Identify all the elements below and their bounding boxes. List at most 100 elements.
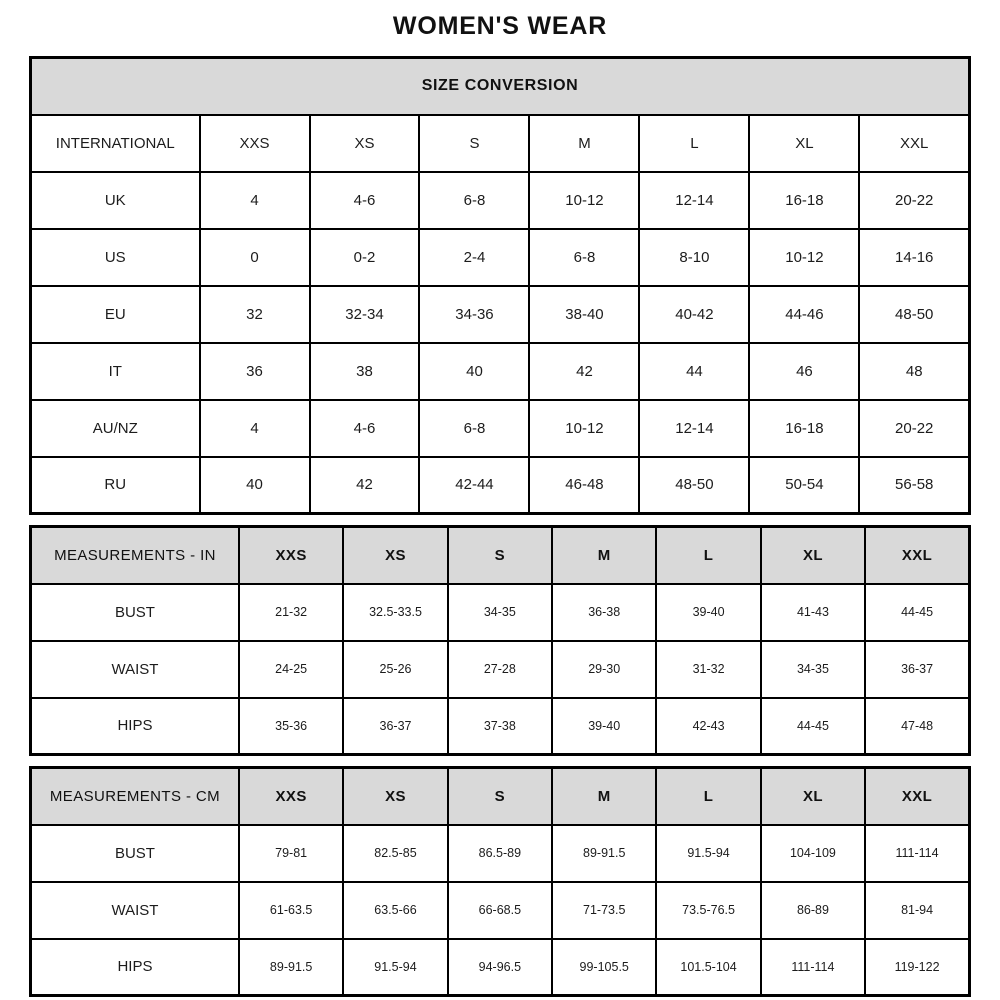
table-cell: 44-45 [864,582,971,642]
table-cell: 50-54 [748,455,861,515]
column-header: MEASUREMENTS - IN [29,525,240,585]
table-cell: 82.5-85 [342,823,449,883]
row-label: UK [29,170,201,230]
column-header: M [551,525,658,585]
table-cell: 36 [198,341,311,401]
size-conversion-banner-row: SIZE CONVERSION [29,56,971,116]
table-row: RU 40 42 42-44 46-48 48-50 50-54 56-58 [29,455,971,515]
column-header: S [446,766,554,826]
row-label: WAIST [29,880,240,940]
column-header: XS [342,766,449,826]
table-cell: 32.5-33.5 [342,582,449,642]
table-cell: 46 [748,341,861,401]
table-cell: 20-22 [858,398,971,458]
table-cell: 111-114 [864,823,971,883]
table-cell: 48-50 [858,284,971,344]
row-label: AU/NZ [29,398,201,458]
column-header: XS [342,525,449,585]
table-cell: 42-43 [655,696,762,756]
table-cell: 46-48 [528,455,641,515]
table-cell: 36-37 [342,696,449,756]
column-header: M [528,113,641,173]
table-cell: 34-36 [418,284,531,344]
table-cell: 81-94 [864,880,971,940]
column-header: M [551,766,658,826]
table-cell: 66-68.5 [446,880,554,940]
row-label: BUST [29,823,240,883]
table-row: HIPS 35-36 36-37 37-38 39-40 42-43 44-45 47-48 [29,696,971,756]
table-cell: 10-12 [748,227,861,287]
column-header: XS [308,113,421,173]
page-title: WOMEN'S WEAR [392,12,608,40]
column-header: MEASUREMENTS - CM [29,766,240,826]
table-row: UK 4 4-6 6-8 10-12 12-14 16-18 20-22 [29,170,971,230]
row-label: IT [29,341,201,401]
table-cell: 119-122 [864,937,971,997]
table-cell: 39-40 [655,582,762,642]
table-cell: 99-105.5 [551,937,658,997]
table-cell: 10-12 [528,170,641,230]
table-cell: 86.5-89 [446,823,554,883]
table-cell: 6-8 [418,398,531,458]
row-label: HIPS [29,937,240,997]
table-cell: 36-38 [551,582,658,642]
table-row: BUST 79-81 82.5-85 86.5-89 89-91.5 91.5-94 104… [29,823,971,883]
measurements-cm-table: MEASUREMENTS - CM XXS XS S M L XL XXL BUST 79-81 8… [29,766,971,997]
row-label: HIPS [29,696,240,756]
table-cell: 4-6 [308,170,421,230]
table-cell: 47-48 [864,696,971,756]
table-cell: 40 [198,455,311,515]
measurements-in-table: MEASUREMENTS - IN XXS XS S M L XL XXL BUST 21-32 3… [29,525,971,756]
table-row: HIPS 89-91.5 91.5-94 94-96.5 99-105.5 101.5-1… [29,937,971,997]
table-cell: 101.5-104 [655,937,762,997]
table-cell: 35-36 [237,696,345,756]
table-row: AU/NZ 4 4-6 6-8 10-12 12-14 16-18 20-22 [29,398,971,458]
column-header: XL [759,525,867,585]
table-cell: 79-81 [237,823,345,883]
table-cell: 71-73.5 [551,880,658,940]
table-row: US 0 0-2 2-4 6-8 8-10 10-12 14-16 [29,227,971,287]
table-cell: 40-42 [638,284,751,344]
column-header: XL [748,113,861,173]
column-header: XXL [858,113,971,173]
table-cell: 38-40 [528,284,641,344]
table-cell: 6-8 [418,170,531,230]
table-cell: 25-26 [342,639,449,699]
row-label: EU [29,284,201,344]
table-cell: 20-22 [858,170,971,230]
table-cell: 12-14 [638,170,751,230]
table-cell: 61-63.5 [237,880,345,940]
column-header: L [638,113,751,173]
table-cell: 0-2 [308,227,421,287]
table-cell: 40 [418,341,531,401]
column-header: XXS [237,766,345,826]
measurements-in-header-row: MEASUREMENTS - IN XXS XS S M L XL XXL [29,525,971,585]
table-cell: 27-28 [446,639,554,699]
table-row: EU 32 32-34 34-36 38-40 40-42 44-46 48-50 [29,284,971,344]
table-cell: 4-6 [308,398,421,458]
table-cell: 39-40 [551,696,658,756]
table-cell: 12-14 [638,398,751,458]
table-cell: 91.5-94 [655,823,762,883]
table-cell: 16-18 [748,398,861,458]
table-cell: 89-91.5 [551,823,658,883]
column-header: XXS [237,525,345,585]
table-cell: 21-32 [237,582,345,642]
column-header: XL [759,766,867,826]
table-cell: 48 [858,341,971,401]
table-row: BUST 21-32 32.5-33.5 34-35 36-38 39-40 41-43 44… [29,582,971,642]
table-cell: 36-37 [864,639,971,699]
table-cell: 48-50 [638,455,751,515]
table-cell: 6-8 [528,227,641,287]
table-cell: 111-114 [759,937,867,997]
row-label: RU [29,455,201,515]
table-cell: 16-18 [748,170,861,230]
table-cell: 34-35 [759,639,867,699]
size-conversion-banner: SIZE CONVERSION [29,56,971,116]
table-cell: 44 [638,341,751,401]
table-cell: 32-34 [308,284,421,344]
table-cell: 10-12 [528,398,641,458]
table-cell: 31-32 [655,639,762,699]
table-cell: 2-4 [418,227,531,287]
